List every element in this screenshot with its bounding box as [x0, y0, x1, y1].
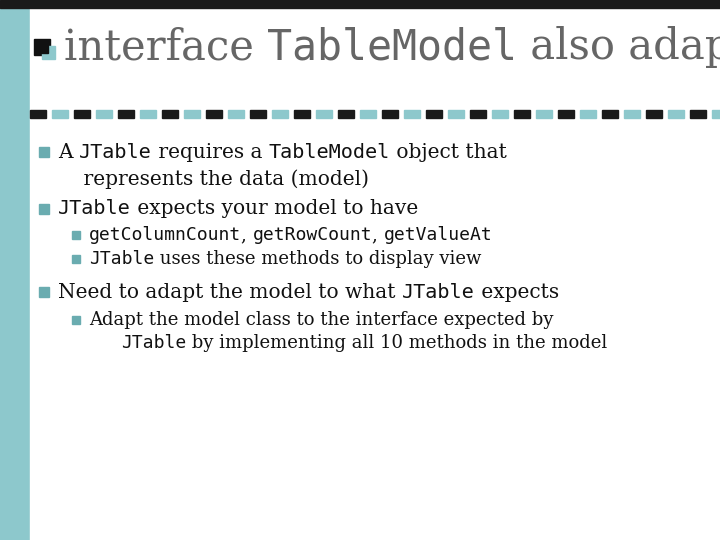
Text: represents the data (model): represents the data (model): [58, 169, 369, 189]
Bar: [0, 0, 720, 8]
Bar: [0, 160, 30, 198]
Bar: [470, 110, 486, 118]
Text: Adapt the model class to the interface expected by: Adapt the model class to the interface e…: [89, 311, 554, 329]
Bar: [162, 110, 178, 118]
Text: ,: ,: [372, 226, 384, 244]
Bar: [0, 388, 30, 426]
Text: JTable: JTable: [402, 282, 474, 301]
Bar: [0, 350, 30, 388]
Text: JTable: JTable: [58, 199, 131, 219]
Bar: [52, 110, 68, 118]
Bar: [72, 316, 80, 324]
Bar: [39, 204, 49, 214]
Bar: [96, 110, 112, 118]
Bar: [0, 236, 30, 274]
Bar: [448, 110, 464, 118]
Bar: [404, 110, 420, 118]
Text: interface: interface: [64, 26, 267, 68]
Text: Need to adapt the model to what: Need to adapt the model to what: [58, 282, 402, 301]
Bar: [382, 110, 398, 118]
Bar: [580, 110, 596, 118]
Bar: [30, 110, 46, 118]
Bar: [0, 274, 30, 312]
Bar: [39, 147, 49, 157]
Bar: [536, 110, 552, 118]
Text: expects: expects: [474, 282, 559, 301]
Bar: [338, 110, 354, 118]
Text: uses these methods to display view: uses these methods to display view: [154, 250, 482, 268]
Text: also adapts: also adapts: [517, 26, 720, 68]
Bar: [558, 110, 574, 118]
Bar: [316, 110, 332, 118]
Bar: [184, 110, 200, 118]
Bar: [624, 110, 640, 118]
Text: ,: ,: [241, 226, 253, 244]
Bar: [272, 110, 288, 118]
Bar: [0, 426, 30, 464]
Bar: [0, 8, 30, 46]
Bar: [668, 110, 684, 118]
Text: A: A: [58, 143, 79, 161]
Bar: [42, 46, 55, 59]
Bar: [712, 110, 720, 118]
Bar: [0, 198, 30, 236]
Bar: [250, 110, 266, 118]
Bar: [74, 110, 90, 118]
Bar: [360, 110, 376, 118]
Text: JTable: JTable: [79, 143, 152, 161]
Text: TableModel: TableModel: [267, 26, 517, 68]
Text: by implementing all 10 methods in the model: by implementing all 10 methods in the mo…: [186, 334, 608, 352]
Bar: [0, 464, 30, 502]
Text: object that: object that: [390, 143, 507, 161]
Text: JTable: JTable: [89, 250, 154, 268]
Bar: [0, 0, 30, 8]
Bar: [646, 110, 662, 118]
Bar: [0, 502, 30, 540]
Bar: [426, 110, 442, 118]
Bar: [72, 231, 80, 239]
Bar: [72, 255, 80, 263]
Text: TableModel: TableModel: [269, 143, 390, 161]
Bar: [0, 46, 30, 84]
Text: expects your model to have: expects your model to have: [131, 199, 418, 219]
Bar: [294, 110, 310, 118]
Bar: [0, 122, 30, 160]
Bar: [690, 110, 706, 118]
Text: getColumnCount: getColumnCount: [89, 226, 241, 244]
Bar: [140, 110, 156, 118]
Bar: [228, 110, 244, 118]
Bar: [34, 39, 50, 55]
Bar: [602, 110, 618, 118]
Bar: [206, 110, 222, 118]
Bar: [38, 43, 48, 53]
Bar: [514, 110, 530, 118]
Text: getRowCount: getRowCount: [253, 226, 372, 244]
Bar: [492, 110, 508, 118]
Bar: [39, 287, 49, 297]
Bar: [0, 312, 30, 350]
Text: requires a: requires a: [152, 143, 269, 161]
Bar: [0, 84, 30, 122]
Bar: [118, 110, 134, 118]
Text: getValueAt: getValueAt: [384, 226, 492, 244]
Text: JTable: JTable: [121, 334, 186, 352]
